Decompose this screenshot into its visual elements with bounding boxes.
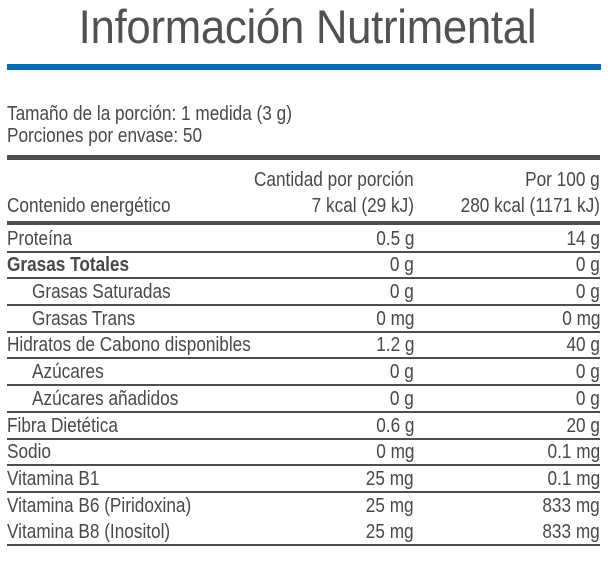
table-row-vitamina-b8: Vitamina B8 (Inositol) 25 mg 833 mg [7, 520, 600, 547]
per-serving-value: 0.5 g [375, 227, 414, 250]
nutrient-label: Azúcares añadidos [32, 387, 179, 410]
nutrient-label: Fibra Dietética [7, 414, 118, 437]
serving-size: Tamaño de la porción: 1 medida (3 g) [7, 103, 292, 125]
energy-divider [7, 221, 600, 225]
per-serving-value: 0 g [390, 281, 414, 304]
nutrient-label: Hidratos de Cabono disponibles [7, 334, 251, 357]
energy-label: Contenido energético [7, 195, 171, 217]
per-100g-value: 833 mg [542, 521, 600, 544]
nutrient-label: Vitamina B6 (Piridoxina) [7, 494, 192, 517]
per-100g-value: 0.1 mg [547, 441, 600, 464]
per-serving-value: 25 mg [366, 467, 414, 490]
page-title: Información Nutrimental [78, 0, 537, 53]
per-serving-value: 25 mg [366, 521, 414, 544]
per-100g-value: 833 mg [542, 494, 600, 517]
nutrient-label: Proteína [7, 227, 73, 250]
per-serving-value: 0 mg [375, 307, 414, 330]
per-serving-value: 0 g [390, 254, 414, 277]
nutrient-label: Vitamina B8 (Inositol) [7, 521, 171, 544]
per-100g-value: 0 g [576, 281, 600, 304]
nutrient-label: Vitamina B1 [7, 467, 100, 490]
table-row-fibra: Fibra Dietética 0.6 g 20 g [7, 413, 600, 440]
table-row-hidratos: Hidratos de Cabono disponibles 1.2 g 40 … [7, 333, 600, 360]
nutrition-table: Proteína 0.5 g 14 g Grasas Totales 0 g 0… [7, 226, 600, 547]
per-100g-value: 20 g [566, 414, 600, 437]
nutrient-label: Azúcares [32, 361, 104, 384]
table-row-grasas-saturadas: Grasas Saturadas 0 g 0 g [7, 279, 600, 307]
per-serving-value: 0 g [390, 387, 414, 410]
servings-per-container: Porciones por envase: 50 [7, 125, 203, 147]
nutrient-label: Grasas Totales [7, 254, 130, 277]
nutrient-label: Grasas Trans [32, 307, 136, 330]
nutrient-label: Sodio [7, 441, 51, 464]
nutrient-label: Grasas Saturadas [32, 281, 171, 304]
table-row-vitamina-b6: Vitamina B6 (Piridoxina) 25 mg 833 mg [7, 493, 600, 520]
energy-per-100g: 280 kcal (1171 kJ) [460, 195, 600, 217]
per-serving-value: 0 g [390, 361, 414, 384]
energy-per-serving: 7 kcal (29 kJ) [311, 195, 414, 217]
per-100g-value: 0 g [576, 387, 600, 410]
per-100g-value: 0 mg [561, 307, 600, 330]
table-row-azucares-anadidos: Azúcares añadidos 0 g 0 g [7, 386, 600, 413]
column-header-per-100g: Por 100 g [525, 169, 600, 191]
table-row-azucares: Azúcares 0 g 0 g [7, 359, 600, 387]
per-serving-value: 1.2 g [375, 334, 414, 357]
per-100g-value: 14 g [566, 227, 600, 250]
column-header-per-serving: Cantidad por porción [254, 169, 414, 191]
table-row-grasas-trans: Grasas Trans 0 mg 0 mg [7, 306, 600, 333]
per-serving-value: 0 mg [375, 441, 414, 464]
per-serving-value: 25 mg [366, 494, 414, 517]
table-top-divider [7, 155, 600, 160]
table-row-sodio: Sodio 0 mg 0.1 mg [7, 440, 600, 467]
serving-info: Tamaño de la porción: 1 medida (3 g) Por… [7, 103, 292, 147]
accent-divider [7, 64, 601, 70]
table-row-grasas-totales: Grasas Totales 0 g 0 g [7, 253, 600, 280]
per-100g-value: 0 g [576, 254, 600, 277]
per-100g-value: 0.1 mg [547, 467, 600, 490]
per-100g-value: 40 g [566, 334, 600, 357]
table-row-proteina: Proteína 0.5 g 14 g [7, 226, 600, 253]
per-100g-value: 0 g [576, 361, 600, 384]
per-serving-value: 0.6 g [375, 414, 414, 437]
table-row-vitamina-b1: Vitamina B1 25 mg 0.1 mg [7, 466, 600, 493]
